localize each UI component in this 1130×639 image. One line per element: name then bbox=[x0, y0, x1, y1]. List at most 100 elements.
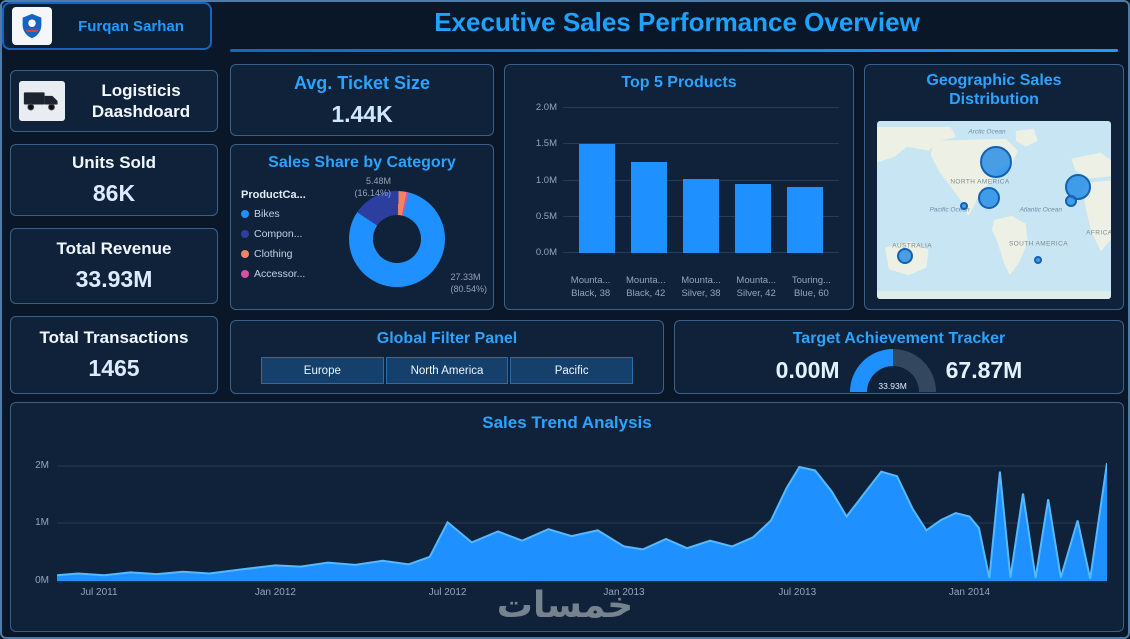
x-tick-label: Mounta... Black, 38 bbox=[570, 275, 611, 300]
gauge-min-value: 0.00M bbox=[775, 357, 840, 383]
bar-1[interactable] bbox=[631, 162, 667, 253]
target-gauge[interactable]: 33.93M bbox=[849, 349, 936, 392]
map-bubble-4[interactable] bbox=[1065, 195, 1078, 208]
gridline bbox=[57, 522, 1107, 524]
panel-sales-trend: Sales Trend Analysis 0M 1M 2M Jul 2011 Jan … bbox=[10, 402, 1124, 632]
map-bubble-0[interactable] bbox=[980, 145, 1013, 178]
trend-area-chart[interactable] bbox=[57, 448, 1107, 581]
map-label-australia: AUSTRALIA bbox=[892, 242, 932, 250]
kpi-card-total-revenue: Total Revenue 33.93M bbox=[10, 228, 218, 304]
map-label-pacific-ocean: Pacific Ocean bbox=[929, 206, 970, 214]
x-tick-label: Touring... Blue, 60 bbox=[791, 275, 831, 300]
y-tick-label: 1.5M bbox=[535, 138, 557, 150]
filter-button-pacific[interactable]: Pacific bbox=[510, 357, 634, 384]
kpi-value-avg-ticket: 1.44K bbox=[331, 100, 393, 127]
panel-global-filter: Global Filter Panel Europe North America P… bbox=[230, 320, 664, 394]
legend-swatch bbox=[241, 230, 249, 238]
gauge-current-value: 33.93M bbox=[878, 381, 907, 391]
map-label-arctic-ocean: Arctic Ocean bbox=[968, 128, 1006, 136]
x-tick-label: Mounta... Black, 42 bbox=[626, 275, 666, 300]
map-label-south-america: SOUTH AMERICA bbox=[1008, 240, 1068, 248]
trend-x-axis-labels: Jul 2011 Jan 2012 Jul 2012 Jan 2013 Jul 2013… bbox=[57, 581, 1107, 598]
bar-4[interactable] bbox=[787, 187, 823, 253]
filter-button-north-america[interactable]: North America bbox=[385, 357, 509, 384]
x-tick-label: Jul 2012 bbox=[428, 587, 467, 598]
kpi-label-total-revenue: Total Revenue bbox=[56, 239, 172, 258]
y-tick-label: 0.5M bbox=[535, 210, 557, 222]
x-tick-label: Jul 2011 bbox=[80, 587, 118, 598]
legend-item-accessor[interactable]: Accessor... bbox=[241, 268, 306, 280]
donut-legend-title: ProductCa... bbox=[241, 189, 306, 201]
legend-item-clothing[interactable]: Clothing bbox=[241, 248, 306, 260]
brand-name-line1: Logisticis bbox=[101, 80, 181, 100]
donut-hole bbox=[373, 215, 421, 263]
kpi-card-avg-ticket: Avg. Ticket Size 1.44K bbox=[230, 64, 494, 136]
brand-logo-icon bbox=[12, 7, 52, 45]
map-bubble-6[interactable] bbox=[1034, 255, 1043, 264]
x-tick-label: Mounta... Silver, 38 bbox=[681, 275, 721, 300]
legend-label: Accessor... bbox=[254, 268, 306, 280]
x-tick-label: Jan 2012 bbox=[254, 587, 296, 598]
kpi-value-units-sold: 86K bbox=[92, 180, 136, 206]
map-bubble-2[interactable] bbox=[959, 202, 968, 211]
bar-2[interactable] bbox=[683, 178, 719, 253]
kpi-card-units-sold: Units Sold 86K bbox=[10, 144, 218, 216]
kpi-card-total-transactions: Total Transactions 1465 bbox=[10, 316, 218, 394]
map-bubble-5[interactable] bbox=[897, 248, 914, 265]
panel-title-geographic: Geographic Sales Distribution bbox=[865, 71, 1123, 109]
map-bubble-1[interactable] bbox=[978, 186, 1001, 209]
bar-3[interactable] bbox=[735, 184, 771, 253]
legend-swatch bbox=[241, 210, 249, 218]
legend-label: Compon... bbox=[254, 228, 303, 240]
panel-title-sales-trend: Sales Trend Analysis bbox=[482, 413, 652, 432]
callout-pct: (80.54%) bbox=[450, 284, 487, 295]
donut-callout-components: 5.48M (16.14%) bbox=[291, 175, 391, 199]
map-bubble-3[interactable] bbox=[1065, 173, 1092, 200]
bar-y-axis-labels: 2.0M 1.5M 1.0M 0.5M 0.0M bbox=[513, 102, 557, 258]
brand-name-line2: Daashdoard bbox=[91, 102, 191, 121]
panel-target-tracker: Target Achievement Tracker 0.00M 33.93M … bbox=[674, 320, 1124, 394]
kpi-label-units-sold: Units Sold bbox=[71, 153, 157, 172]
donut-legend: ProductCa... Bikes Compon... Clothing Acces… bbox=[241, 189, 306, 288]
gridline bbox=[57, 580, 1107, 582]
legend-item-bikes[interactable]: Bikes bbox=[241, 208, 306, 220]
user-name: Furqan Sarhan bbox=[78, 17, 184, 35]
x-tick-label: Jul 2013 bbox=[778, 587, 817, 598]
bar-plot-area bbox=[563, 107, 839, 253]
legend-swatch bbox=[241, 270, 249, 278]
area-line bbox=[57, 463, 1107, 579]
legend-item-compon[interactable]: Compon... bbox=[241, 228, 306, 240]
legend-swatch bbox=[241, 250, 249, 258]
y-tick-label: 1.0M bbox=[535, 174, 557, 186]
x-tick-label: Jan 2014 bbox=[948, 587, 991, 598]
title-underline bbox=[230, 49, 1118, 52]
legend-label: Clothing bbox=[254, 248, 293, 260]
page-title: Executive Sales Performance Overview bbox=[434, 7, 920, 37]
callout-pct: (16.14%) bbox=[354, 188, 391, 199]
panel-title-sales-share: Sales Share by Category bbox=[268, 154, 456, 171]
trend-gridlines: 0M 1M 2M bbox=[35, 448, 1107, 586]
panel-sales-share-by-category: Sales Share by Category ProductCa... Bik… bbox=[230, 144, 494, 310]
filter-button-europe[interactable]: Europe bbox=[261, 357, 384, 384]
geo-map[interactable]: Arctic Ocean NORTH AMERICA Pacific Ocean At… bbox=[877, 121, 1111, 299]
callout-value: 27.33M bbox=[450, 272, 481, 282]
donut-legend-items: Bikes Compon... Clothing Accessor... bbox=[241, 208, 306, 280]
y-tick-label: 0M bbox=[35, 575, 49, 586]
callout-value: 5.48M bbox=[365, 176, 391, 186]
brand-card: Logisticis Daashdoard bbox=[10, 70, 218, 132]
y-tick-label: 2.0M bbox=[535, 102, 557, 113]
user-card[interactable]: Furqan Sarhan bbox=[2, 2, 212, 50]
bar-chart-bars bbox=[563, 107, 839, 253]
truck-icon bbox=[19, 81, 65, 121]
x-tick-label: Mounta... Silver, 42 bbox=[736, 275, 777, 300]
panel-title-global-filter: Global Filter Panel bbox=[376, 330, 518, 347]
tracker-row: 0.00M 33.93M 67.87M bbox=[675, 349, 1123, 392]
map-label-atlantic-ocean: Atlantic Ocean bbox=[1019, 206, 1062, 214]
bar-0[interactable] bbox=[579, 143, 615, 253]
panel-title-top-products: Top 5 Products bbox=[621, 74, 737, 91]
x-tick-label: Jan 2013 bbox=[603, 587, 645, 598]
filter-buttons: Europe North America Pacific bbox=[261, 357, 634, 384]
kpi-value-total-revenue: 33.93M bbox=[75, 266, 153, 292]
donut-callout-bikes: 27.33M (80.54%) bbox=[450, 271, 487, 295]
